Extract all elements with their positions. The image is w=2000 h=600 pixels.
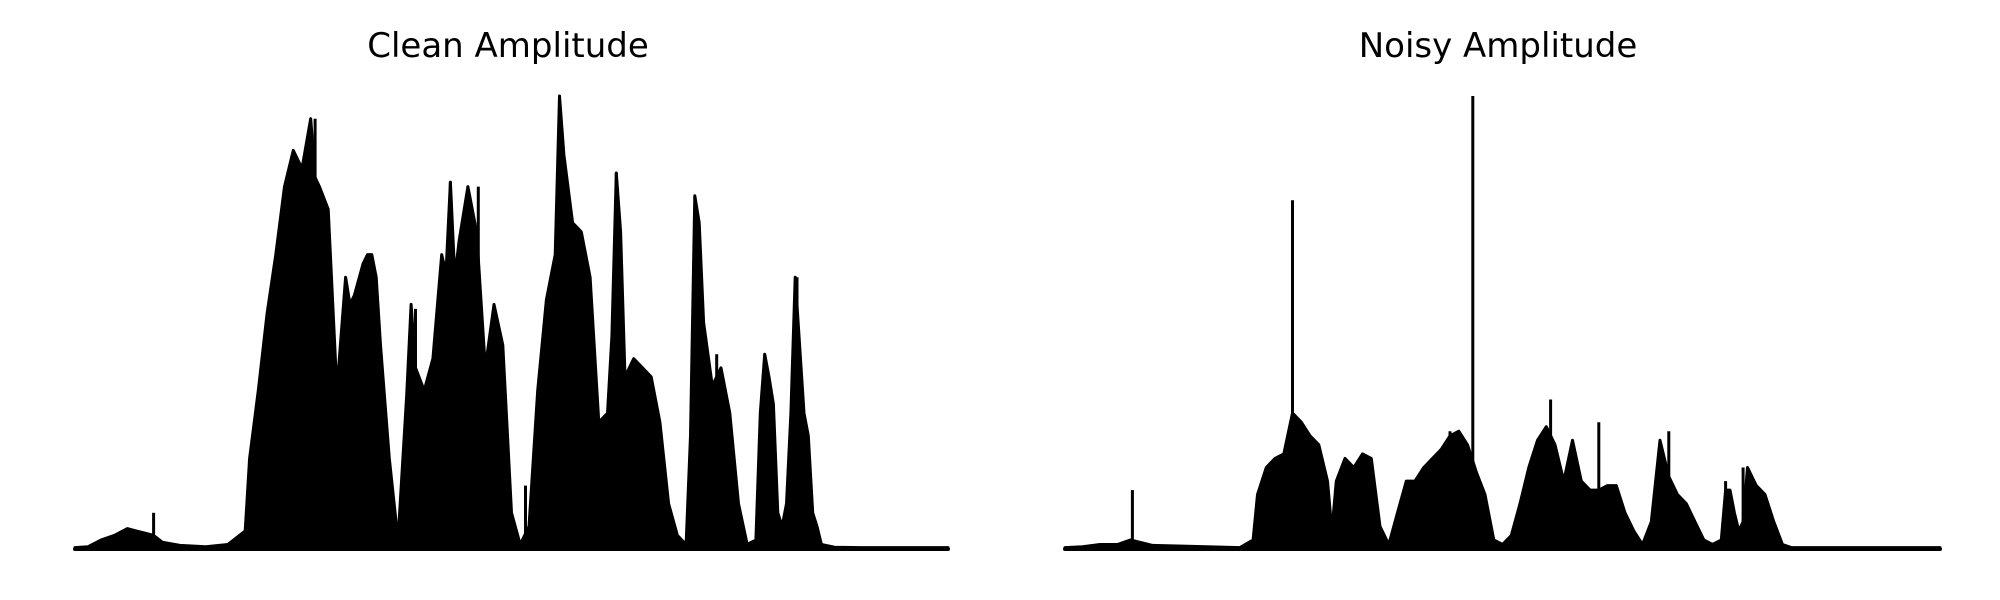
clean-amplitude-panel: Clean Amplitude	[73, 26, 950, 551]
clean-amplitude-title: Clean Amplitude	[367, 26, 649, 66]
amplitude-envelope	[73, 94, 950, 551]
noisy-amplitude-title: Noisy Amplitude	[1359, 26, 1638, 66]
noisy-amplitude-plot	[1063, 96, 1942, 551]
clean-amplitude-plot	[73, 94, 950, 551]
noisy-amplitude-panel: Noisy Amplitude	[1063, 26, 1942, 551]
amplitude-envelope	[1063, 411, 1942, 551]
